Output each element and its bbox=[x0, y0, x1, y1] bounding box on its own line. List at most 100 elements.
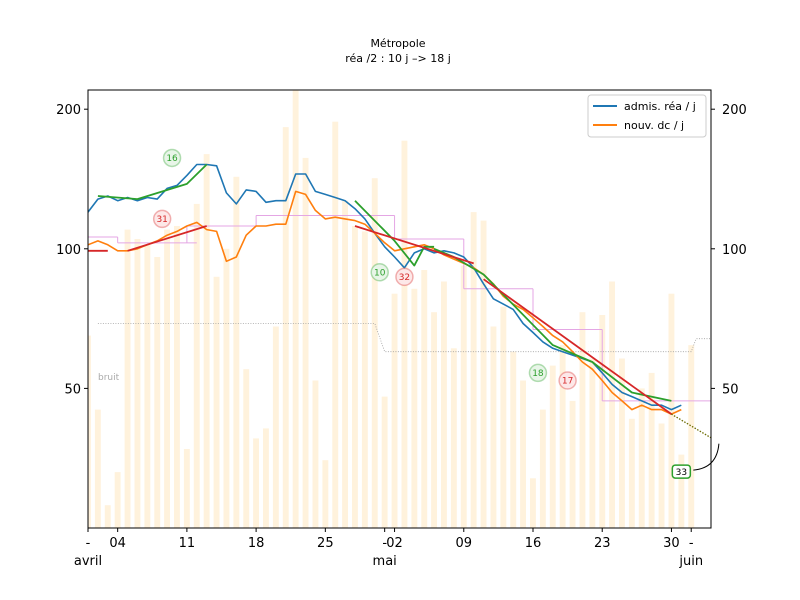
month-label: mai bbox=[373, 554, 397, 569]
daily-bar bbox=[302, 157, 309, 528]
annotation-label: 17 bbox=[562, 376, 573, 386]
daily-bar bbox=[539, 409, 546, 528]
projection-line bbox=[671, 413, 711, 439]
annotation-label: 33 bbox=[676, 468, 687, 478]
daily-bar bbox=[243, 369, 250, 528]
daily-bar bbox=[213, 276, 220, 528]
daily-bar bbox=[460, 265, 467, 528]
daily-bar bbox=[114, 472, 121, 528]
noise-line bbox=[97, 323, 711, 353]
daily-bar bbox=[193, 203, 200, 528]
annotation-label: 18 bbox=[532, 369, 544, 379]
daily-bar bbox=[411, 288, 418, 528]
noise-line-group bbox=[97, 323, 711, 353]
x-tick-label: 30 bbox=[663, 536, 680, 551]
daily-bar bbox=[352, 226, 358, 528]
legend-label-rea: admis. réa / j bbox=[624, 100, 696, 113]
daily-bar bbox=[342, 200, 348, 528]
legend-box bbox=[587, 94, 707, 138]
daily-bar bbox=[480, 220, 487, 528]
daily-bar bbox=[154, 257, 161, 528]
weekly-steps bbox=[88, 214, 711, 402]
daily-bar bbox=[510, 351, 517, 528]
daily-bar bbox=[569, 400, 576, 528]
daily-bar bbox=[559, 345, 566, 528]
y-tick-label-right: 200 bbox=[722, 103, 747, 118]
daily-bar bbox=[589, 358, 596, 528]
daily-bar bbox=[282, 127, 289, 528]
annotation-badge bbox=[162, 148, 182, 168]
fit-line bbox=[354, 200, 435, 267]
daily-bar bbox=[638, 388, 645, 528]
x-tick-label: 11 bbox=[179, 536, 196, 551]
daily-bar bbox=[579, 312, 586, 528]
daily-bar bbox=[500, 306, 507, 528]
annotation-badge bbox=[528, 363, 548, 383]
fit-line bbox=[483, 278, 672, 415]
daily-bar bbox=[441, 281, 447, 528]
annotation-label: 32 bbox=[399, 273, 410, 283]
daily-bar bbox=[223, 248, 230, 528]
daily-bar bbox=[421, 270, 428, 528]
daily-bar bbox=[668, 293, 675, 528]
legend: admis. réa / j nouv. dc / j bbox=[587, 94, 707, 138]
daily-bar bbox=[263, 428, 269, 528]
x-tick-label: 04 bbox=[109, 536, 126, 551]
x-tick-label: 18 bbox=[248, 536, 265, 551]
daily-bar bbox=[530, 478, 536, 528]
daily-bar bbox=[292, 90, 299, 528]
annotation-label: 10 bbox=[374, 268, 386, 278]
annotation-badge bbox=[370, 263, 389, 282]
month-label: juin bbox=[678, 554, 703, 569]
daily-bar bbox=[609, 281, 615, 528]
x-tick-label: 23 bbox=[594, 536, 611, 551]
daily-bar bbox=[312, 380, 319, 528]
y-tick-label-left: 200 bbox=[56, 103, 81, 118]
daily-bar bbox=[450, 348, 457, 528]
plot-frame bbox=[87, 89, 712, 529]
x-tick-label: 09 bbox=[456, 536, 473, 551]
y-tick-label-left: 100 bbox=[56, 243, 81, 258]
daily-bar bbox=[233, 176, 240, 528]
daily-bar bbox=[520, 380, 526, 528]
daily-bar bbox=[619, 358, 625, 528]
x-tick-label: - bbox=[382, 536, 387, 551]
daily-bars bbox=[88, 90, 695, 528]
daily-bar bbox=[253, 438, 259, 528]
daily-bar bbox=[648, 372, 655, 528]
daily-bar bbox=[391, 293, 398, 528]
annotation-badge bbox=[395, 267, 414, 287]
x-tick-label: 16 bbox=[525, 536, 542, 551]
annotation-label: 16 bbox=[166, 154, 178, 164]
fit-line bbox=[354, 225, 474, 265]
daily-bar bbox=[144, 244, 151, 528]
x-tick-label: 25 bbox=[317, 536, 334, 551]
daily-bar bbox=[322, 460, 329, 528]
daily-bar bbox=[332, 121, 339, 528]
daily-bar bbox=[361, 231, 368, 528]
daily-bar bbox=[88, 335, 91, 528]
x-tick-label: 02 bbox=[386, 536, 403, 551]
daily-bar bbox=[678, 454, 685, 528]
daily-bar bbox=[174, 226, 180, 528]
x-tick-label: - bbox=[86, 536, 91, 551]
chart-title: Métropole bbox=[370, 37, 425, 50]
daily-bar bbox=[431, 312, 437, 528]
y-tick-label-right: 100 bbox=[722, 243, 747, 258]
fit-lines bbox=[88, 163, 711, 439]
daily-bar bbox=[470, 212, 477, 528]
daily-bar bbox=[490, 326, 497, 528]
daily-bar bbox=[599, 315, 606, 528]
annotations: 16 31 10 32 18 17 33 bbox=[152, 148, 720, 479]
annotation-arrow bbox=[693, 443, 720, 471]
daily-bar bbox=[124, 229, 131, 528]
chart-subtitle: réa /2 : 10 j –> 18 j bbox=[345, 52, 451, 65]
daily-bar bbox=[134, 239, 141, 528]
annotation-badge bbox=[152, 209, 172, 229]
legend-label-dc: nouv. dc / j bbox=[624, 119, 684, 132]
daily-bar bbox=[183, 449, 190, 528]
fit-line bbox=[97, 163, 208, 201]
y-tick-label-right: 50 bbox=[722, 382, 739, 397]
